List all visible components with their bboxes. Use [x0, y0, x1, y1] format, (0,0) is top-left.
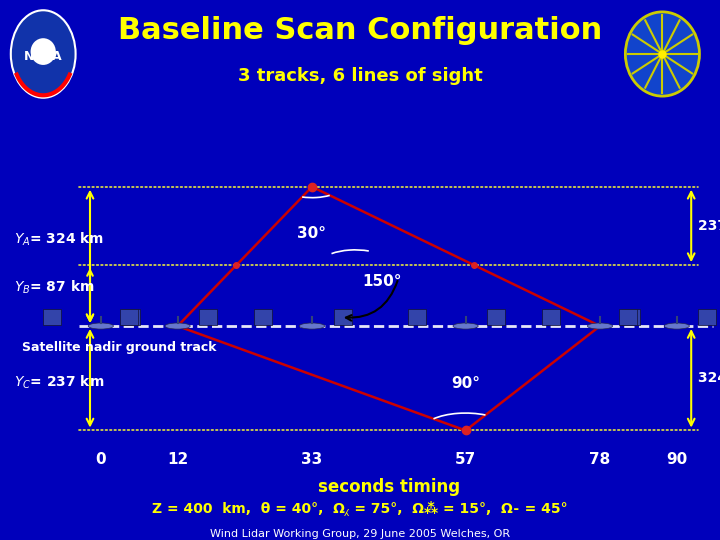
Text: Satellite nadir ground track: Satellite nadir ground track [22, 341, 216, 354]
Text: 30°: 30° [297, 226, 326, 241]
Text: $Y_C$= 237 km: $Y_C$= 237 km [14, 374, 105, 391]
FancyBboxPatch shape [698, 309, 716, 325]
Text: 78: 78 [590, 452, 611, 467]
FancyBboxPatch shape [43, 309, 61, 325]
Text: Baseline Scan Configuration: Baseline Scan Configuration [118, 16, 602, 45]
FancyBboxPatch shape [199, 309, 217, 325]
Text: NASA: NASA [24, 50, 63, 63]
Ellipse shape [165, 323, 190, 329]
Text: 57: 57 [455, 452, 476, 467]
FancyBboxPatch shape [254, 309, 272, 325]
Text: $Y_A$= 324 km: $Y_A$= 324 km [14, 230, 104, 248]
Ellipse shape [300, 323, 325, 329]
Text: 90: 90 [666, 452, 688, 467]
FancyBboxPatch shape [487, 309, 505, 325]
Text: 3 tracks, 6 lines of sight: 3 tracks, 6 lines of sight [238, 67, 482, 85]
Ellipse shape [453, 323, 478, 329]
Text: Z = 400  km,  θ = 40°,  Ω⁁ = 75°,  Ω⁂ = 15°,  Ω⁃ = 45°: Z = 400 km, θ = 40°, Ω⁁ = 75°, Ω⁂ = 15°,… [152, 501, 568, 516]
FancyBboxPatch shape [122, 309, 140, 325]
Text: 324 km: 324 km [698, 372, 720, 385]
FancyBboxPatch shape [542, 309, 560, 325]
Text: 0: 0 [96, 452, 106, 467]
Ellipse shape [30, 38, 56, 65]
Ellipse shape [89, 323, 114, 329]
Text: 12: 12 [167, 452, 188, 467]
Ellipse shape [626, 12, 699, 96]
Text: 150°: 150° [362, 274, 402, 289]
Text: 237 km: 237 km [698, 219, 720, 233]
FancyBboxPatch shape [333, 309, 351, 325]
Text: seconds timing: seconds timing [318, 478, 460, 496]
Ellipse shape [11, 10, 76, 98]
Ellipse shape [665, 323, 690, 329]
Text: Wind Lidar Working Group, 29 June 2005 Welches, OR: Wind Lidar Working Group, 29 June 2005 W… [210, 529, 510, 539]
FancyBboxPatch shape [619, 309, 637, 325]
FancyBboxPatch shape [621, 309, 639, 325]
FancyBboxPatch shape [408, 309, 426, 325]
FancyBboxPatch shape [120, 309, 138, 325]
Text: 90°: 90° [451, 376, 480, 392]
Ellipse shape [588, 323, 613, 329]
Text: 33: 33 [302, 452, 323, 467]
Text: $Y_B$= 87 km: $Y_B$= 87 km [14, 278, 95, 295]
